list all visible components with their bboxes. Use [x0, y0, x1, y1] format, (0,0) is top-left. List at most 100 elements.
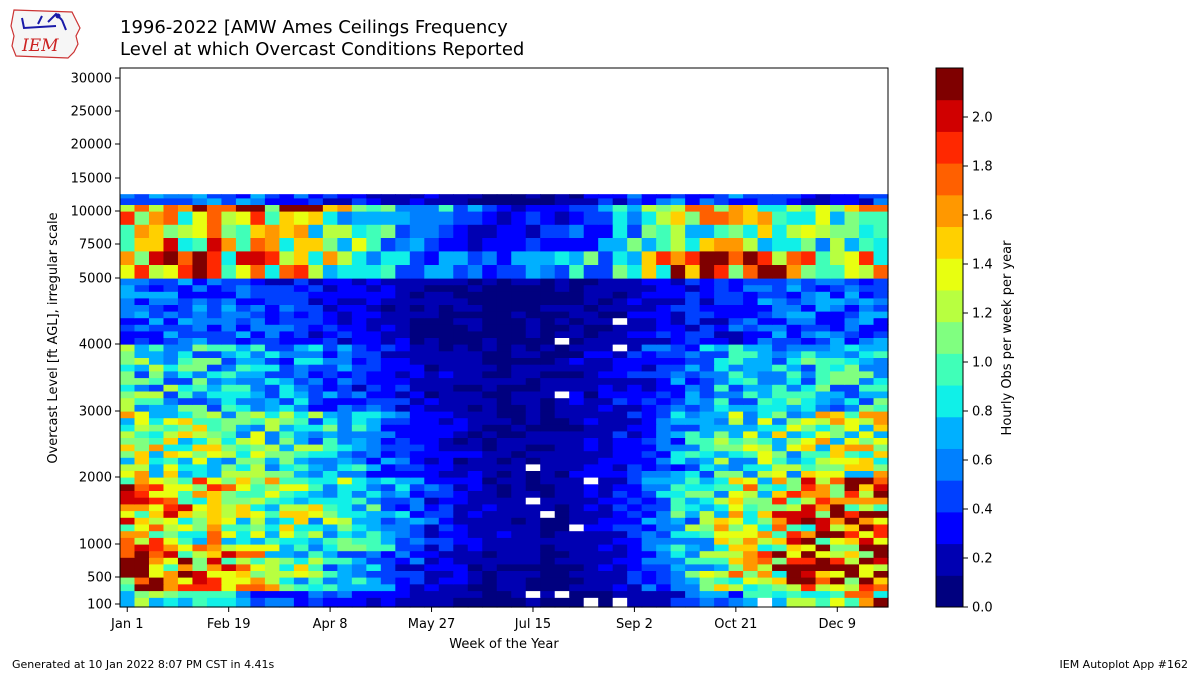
- heatmap-cell: [873, 311, 889, 319]
- heatmap-cell: [554, 344, 570, 352]
- heatmap-cell: [786, 437, 802, 445]
- heatmap-cell: [670, 264, 686, 279]
- heatmap-cell: [569, 404, 585, 412]
- heatmap-cell: [177, 411, 194, 419]
- heatmap-cell: [728, 278, 744, 286]
- heatmap-cell: [351, 544, 367, 552]
- heatmap-cell: [163, 317, 179, 325]
- heatmap-cell: [120, 204, 136, 212]
- heatmap-cell: [482, 557, 498, 565]
- heatmap-cell: [134, 483, 150, 491]
- heatmap-cell: [743, 563, 759, 571]
- heatmap-cell: [583, 550, 599, 558]
- heatmap-cell: [511, 370, 527, 379]
- heatmap-cell: [757, 463, 773, 471]
- heatmap-cell: [815, 337, 831, 345]
- heatmap-cell: [409, 563, 425, 571]
- heatmap-cell: [801, 450, 817, 458]
- heatmap-cell: [612, 364, 628, 372]
- heatmap-cell: [757, 523, 773, 532]
- heatmap-cell: [163, 404, 179, 412]
- heatmap-cell: [728, 250, 744, 265]
- heatmap-cell: [395, 577, 411, 585]
- heatmap-cell: [177, 364, 194, 372]
- heatmap-cell: [366, 377, 382, 385]
- heatmap-cell: [250, 211, 266, 225]
- heatmap-cell: [424, 537, 440, 545]
- heatmap-cell: [279, 577, 295, 585]
- heatmap-cell: [728, 377, 744, 385]
- heatmap-cell: [192, 297, 208, 305]
- heatmap-cell: [743, 337, 759, 345]
- heatmap-cell: [308, 237, 324, 252]
- heatmap-cell: [801, 444, 817, 452]
- heatmap-cell: [873, 278, 889, 286]
- heatmap-cell: [815, 530, 831, 538]
- heatmap-cell: [583, 337, 599, 345]
- heatmap-cell: [395, 517, 411, 525]
- heatmap-cell: [583, 517, 599, 525]
- heatmap-cell: [569, 411, 585, 419]
- heatmap-cell: [670, 390, 686, 399]
- heatmap-cell: [554, 444, 570, 452]
- heatmap-cell: [438, 204, 454, 212]
- heatmap-cell: [743, 424, 759, 432]
- heatmap-cell: [424, 317, 440, 325]
- heatmap-cell: [264, 490, 280, 498]
- heatmap-cell: [148, 384, 165, 392]
- heatmap-cell: [540, 250, 556, 265]
- heatmap-cell: [830, 477, 846, 485]
- heatmap-cell: [380, 364, 396, 372]
- heatmap-cell: [496, 417, 512, 425]
- heatmap-cell: [612, 590, 628, 598]
- heatmap-cell: [366, 424, 382, 432]
- heatmap-cell: [540, 304, 556, 312]
- heatmap-cell: [627, 204, 643, 212]
- heatmap-cell: [279, 523, 295, 532]
- heatmap-cell: [830, 317, 846, 325]
- heatmap-cell: [525, 424, 541, 432]
- heatmap-cell: [148, 523, 165, 532]
- heatmap-cell: [786, 517, 802, 525]
- heatmap-cell: [757, 437, 773, 445]
- heatmap-cell: [670, 284, 686, 292]
- heatmap-cell: [656, 204, 672, 212]
- heatmap-cell: [134, 297, 150, 305]
- heatmap-cell: [424, 197, 440, 205]
- heatmap-cell: [351, 311, 367, 319]
- heatmap-cell: [844, 497, 860, 505]
- heatmap-cell: [844, 350, 860, 358]
- heatmap-cell: [250, 544, 266, 552]
- heatmap-cell: [525, 350, 541, 358]
- heatmap-cell: [163, 291, 179, 299]
- heatmap-cell: [540, 577, 556, 585]
- heatmap-cell: [873, 470, 889, 478]
- heatmap-cell: [540, 324, 556, 332]
- heatmap-cell: [830, 470, 846, 478]
- heatmap-cell: [206, 483, 223, 491]
- heatmap-cell: [467, 304, 483, 312]
- heatmap-cell: [714, 278, 730, 286]
- heatmap-cell: [685, 477, 701, 485]
- heatmap-cell: [177, 450, 194, 458]
- heatmap-cell: [366, 264, 382, 279]
- heatmap-cell: [699, 330, 715, 338]
- heatmap-cell: [583, 304, 599, 312]
- heatmap-cell: [453, 570, 469, 578]
- heatmap-cell: [714, 417, 730, 425]
- heatmap-cell: [859, 211, 875, 225]
- heatmap-cell: [337, 370, 353, 379]
- colorbar-segment: [936, 321, 963, 354]
- heatmap-cell: [801, 344, 817, 352]
- heatmap-cell: [337, 470, 353, 478]
- heatmap-cell: [163, 237, 179, 252]
- heatmap-cell: [409, 390, 425, 399]
- heatmap-cell: [409, 477, 425, 485]
- heatmap-cell: [351, 563, 367, 571]
- heatmap-cell: [322, 284, 338, 292]
- heatmap-cell: [757, 430, 773, 438]
- heatmap-cell: [583, 457, 599, 465]
- heatmap-cell: [714, 583, 730, 592]
- heatmap-cell: [699, 557, 715, 565]
- heatmap-cell: [511, 337, 527, 345]
